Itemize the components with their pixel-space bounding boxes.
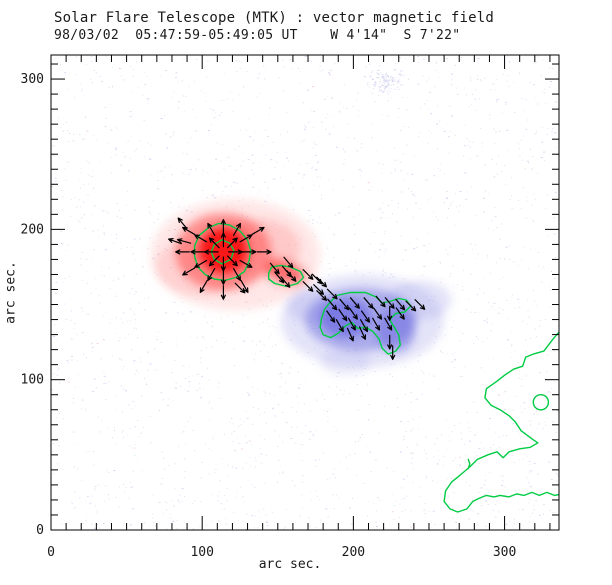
field-vector-arrow — [241, 249, 257, 255]
field-vector-arrow — [280, 276, 291, 288]
field-vector-arrow — [199, 280, 208, 293]
field-vector-arrow — [208, 255, 220, 267]
field-vector-arrow — [387, 334, 393, 350]
field-vector-arrow — [220, 256, 226, 272]
x-axis-label: arc sec. — [258, 557, 322, 572]
field-vector-arrow — [373, 307, 383, 320]
plot-subtitle: 98/03/02 05:47:59-05:49:05 UT W 4'14" S … — [54, 28, 461, 43]
field-vector-arrow — [194, 234, 208, 243]
field-vector-arrow — [338, 308, 348, 322]
axis-ticks — [50, 55, 559, 531]
field-vector-arrow — [208, 237, 220, 249]
field-vector-arrow — [175, 249, 190, 255]
field-vector-arrow — [283, 256, 294, 269]
field-vector-arrow — [327, 298, 338, 311]
field-vector-arrow — [220, 285, 226, 300]
x-tick-label: 100 — [190, 545, 213, 560]
field-vector-arrow — [384, 317, 393, 331]
field-vector-arrow — [339, 298, 350, 311]
y-axis-label: arc sec. — [3, 261, 19, 324]
field-vector-arrow — [220, 232, 226, 248]
field-vector-arrow — [346, 327, 354, 342]
magnetic-vectors — [168, 217, 426, 360]
plot-title: Solar Flare Telescope (MTK) : vector mag… — [54, 10, 495, 26]
field-vector-arrow — [363, 297, 374, 309]
field-vector-arrow — [207, 268, 216, 281]
axis-tick-labels: 0 100 200 300 0 100 200 300 — [21, 72, 517, 560]
field-vector-arrow — [228, 249, 243, 255]
field-vector-arrow — [194, 259, 208, 268]
field-vector-arrow — [405, 300, 417, 312]
field-vector-arrow — [349, 297, 360, 309]
field-vector-arrow — [233, 268, 241, 281]
field-vector-arrow — [414, 299, 426, 310]
y-tick-label: 0 — [36, 523, 44, 538]
field-vector-arrow — [240, 280, 249, 293]
field-vector-arrow — [326, 310, 336, 323]
y-tick-label: 200 — [21, 222, 44, 237]
field-vector-arrow — [375, 295, 386, 308]
field-vector-arrow — [372, 317, 381, 331]
field-vector-arrow — [359, 326, 366, 340]
y-tick-label: 300 — [21, 72, 44, 87]
field-vector-arrow — [395, 307, 405, 320]
field-vector-arrow — [203, 249, 219, 255]
field-vector-arrow — [234, 282, 246, 294]
field-vector-arrow — [256, 249, 272, 255]
field-vector-arrow — [220, 219, 226, 234]
x-tick-label: 200 — [342, 545, 365, 560]
field-vector-arrow — [302, 281, 314, 292]
field-vector-arrow — [390, 345, 396, 360]
field-vector-arrow — [347, 317, 356, 331]
field-vector-arrow — [316, 290, 327, 301]
field-contours — [193, 222, 559, 513]
field-vector-arrow — [239, 234, 253, 243]
field-vector-arrow — [395, 298, 406, 311]
x-tick-label: 300 — [493, 545, 516, 560]
field-vector-arrow — [182, 267, 196, 276]
plot-border — [50, 54, 560, 531]
field-vector-arrow — [360, 319, 368, 333]
field-vector-arrow — [384, 297, 395, 309]
field-vector-arrow — [227, 255, 238, 267]
field-vector-arrow — [361, 310, 370, 323]
field-vector-arrow — [286, 270, 297, 282]
positive-polarity-blob — [150, 199, 321, 311]
y-tick-label: 100 — [21, 373, 44, 388]
x-tick-label: 0 — [47, 545, 55, 560]
field-vector-arrow — [239, 259, 253, 268]
field-vector-arrow — [269, 262, 280, 275]
field-vector-arrow — [220, 270, 226, 285]
field-vector-arrow — [348, 307, 358, 320]
field-vector-arrow — [335, 319, 344, 333]
field-vector-arrow — [176, 238, 192, 244]
field-vector-arrow — [251, 226, 265, 235]
field-vector-arrow — [387, 306, 393, 321]
field-vector-arrow — [326, 288, 338, 300]
field-vector-arrow — [316, 276, 327, 288]
negative-polarity-blob — [280, 274, 452, 376]
field-vector-arrow — [177, 217, 188, 230]
field-vector-arrow — [227, 237, 238, 249]
field-vector-arrow — [207, 222, 216, 236]
field-vector-arrow — [302, 269, 314, 280]
field-vector-arrow — [233, 222, 241, 236]
field-vector-arrow — [190, 249, 206, 255]
field-vector-arrow — [168, 238, 182, 245]
